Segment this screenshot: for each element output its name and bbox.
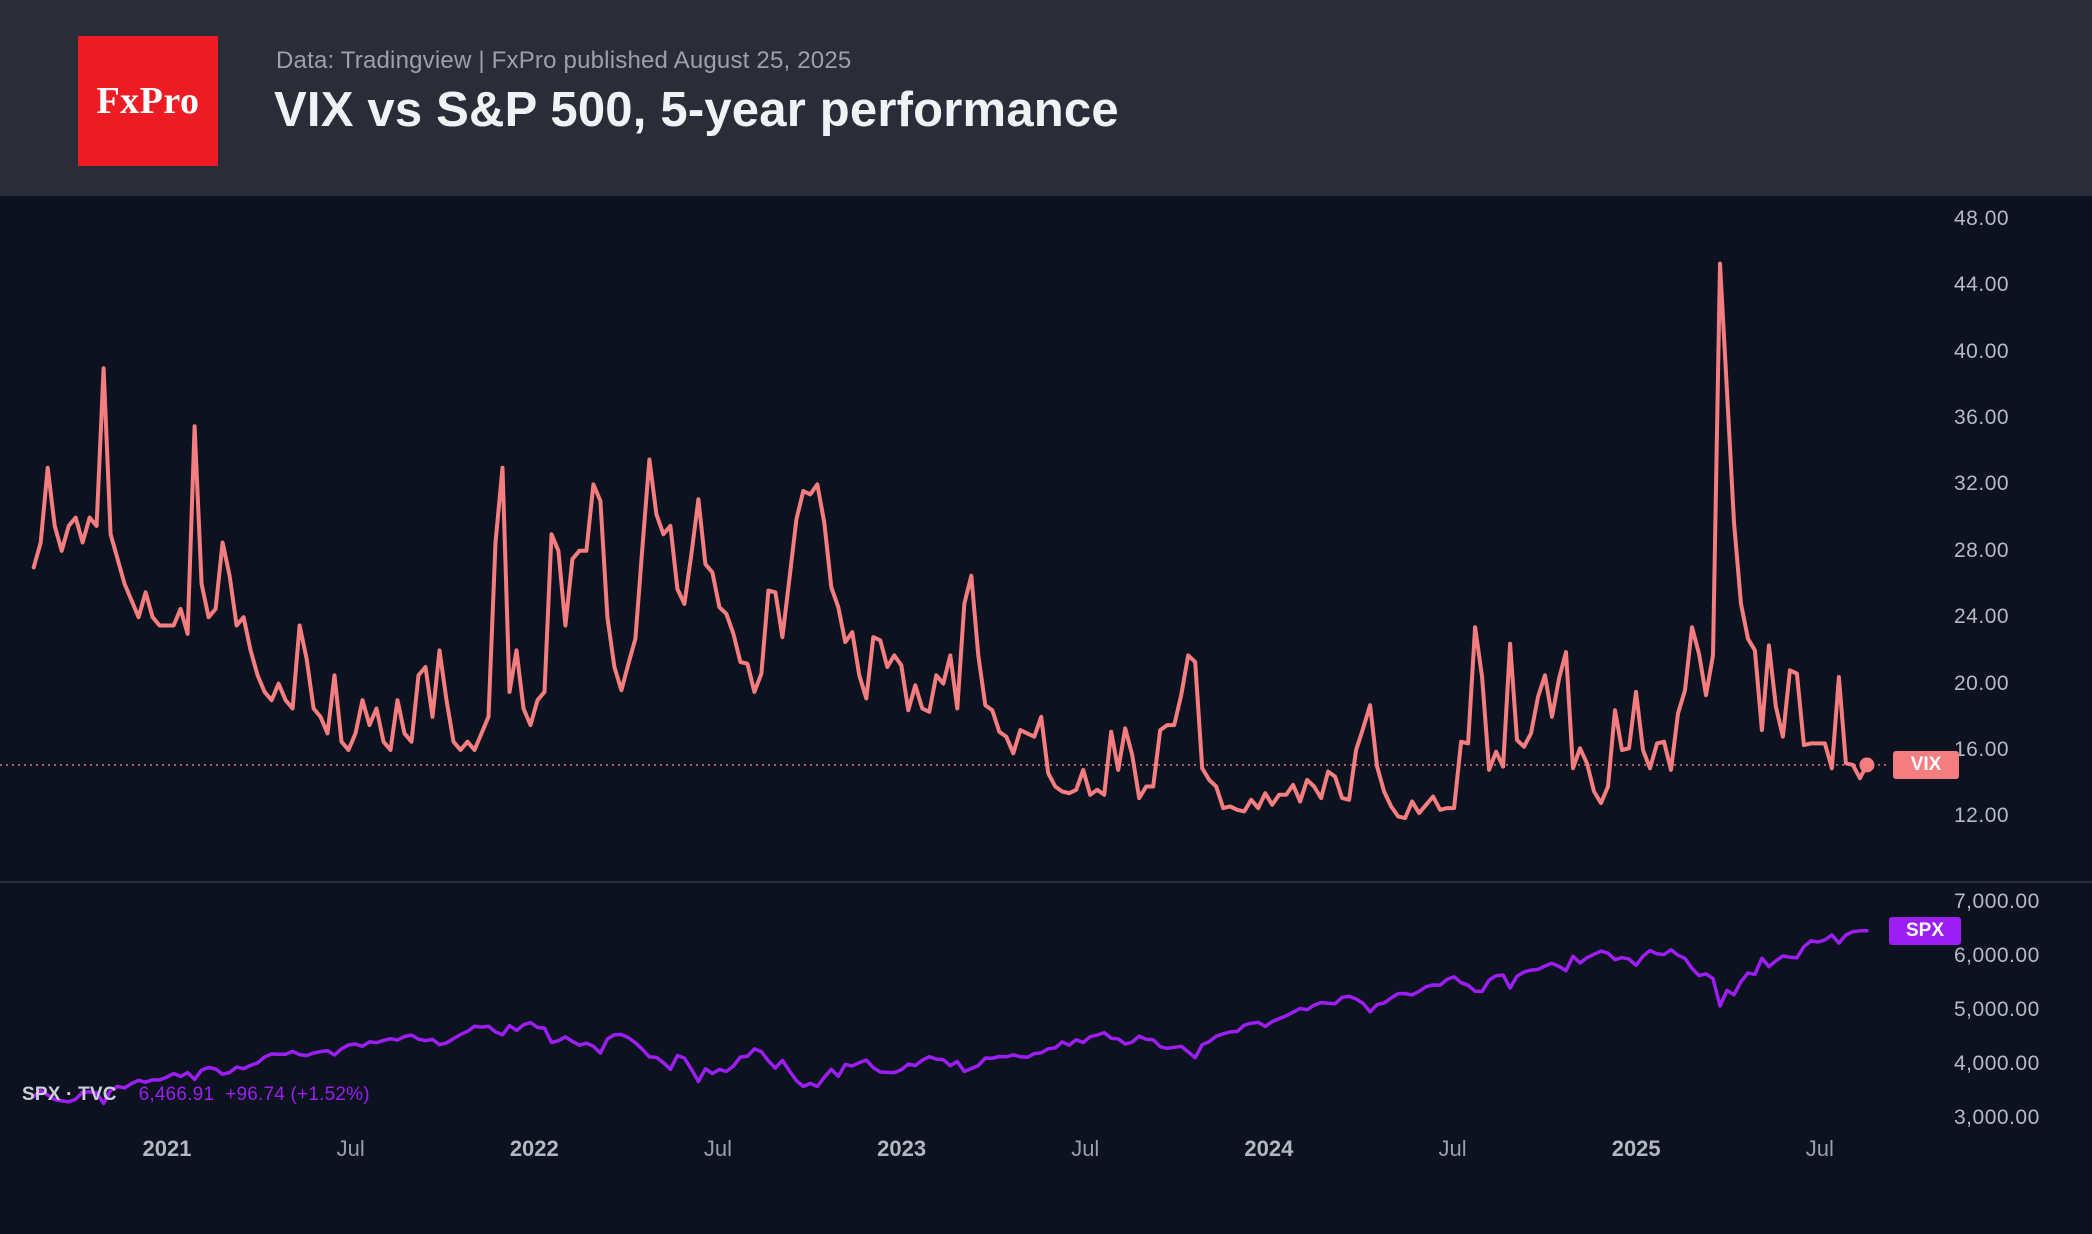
fxpro-logo-text: FxPro xyxy=(96,80,200,122)
price-tick-label: 3,000.00 xyxy=(1954,1106,2040,1129)
chart-source-subtitle: Data: Tradingview | FxPro published Augu… xyxy=(276,47,852,74)
time-tick-label: Jul xyxy=(1805,1136,1834,1161)
price-tick-label: 28.00 xyxy=(1954,538,2010,562)
header: FxPro Data: Tradingview | FxPro publishe… xyxy=(0,0,2092,196)
price-tick-label: 5,000.00 xyxy=(1954,998,2040,1021)
time-tick-label: Jul xyxy=(336,1136,365,1161)
spx-last-price: 6,466.91 xyxy=(138,1084,215,1105)
time-tick-label: Jul xyxy=(1438,1136,1467,1161)
price-tick-label: 7,000.00 xyxy=(1954,890,2040,913)
spx-price-badge: SPX xyxy=(1889,916,1961,945)
chart-canvas[interactable] xyxy=(0,196,2092,1234)
vix-line xyxy=(31,261,1869,821)
price-tick-label: 40.00 xyxy=(1954,339,2010,363)
spx-legend[interactable]: SPX · TVC 6,466.91 +96.74 (+1.52%) xyxy=(22,1084,370,1106)
spx-line xyxy=(31,929,1869,1106)
price-tick-label: 48.00 xyxy=(1954,206,2010,230)
vix-last-point-dot xyxy=(1859,757,1875,773)
price-tick-label: 4,000.00 xyxy=(1954,1052,2040,1075)
spx-symbol-label: SPX · TVC xyxy=(22,1084,117,1105)
price-tick-label: 44.00 xyxy=(1954,273,2010,297)
price-tick-label: 16.00 xyxy=(1954,738,2010,761)
time-tick-label: 2021 xyxy=(142,1136,192,1161)
price-tick-label: 36.00 xyxy=(1954,406,2010,429)
fxpro-logo: FxPro xyxy=(78,36,218,166)
price-tick-label: 20.00 xyxy=(1954,671,2010,695)
time-tick-label: 2025 xyxy=(1611,1136,1661,1161)
price-tick-label: 12.00 xyxy=(1954,804,2010,828)
price-tick-label: 6,000.00 xyxy=(1954,944,2040,967)
time-tick-label: 2022 xyxy=(509,1136,559,1161)
price-tick-label: 24.00 xyxy=(1954,605,2010,629)
time-tick-label: Jul xyxy=(1071,1136,1100,1161)
price-tick-label: 32.00 xyxy=(1954,472,2010,496)
chart-area[interactable]: 48.00 44.00 40.00 36.00 32.00 28.00 24.00 20.00… xyxy=(0,196,2092,1234)
spx-change: +96.74 (+1.52%) xyxy=(225,1084,370,1105)
time-tick-label: 2023 xyxy=(877,1136,927,1161)
time-tick-label: 2024 xyxy=(1244,1136,1294,1161)
vix-price-badge: VIX xyxy=(1893,750,1959,779)
time-tick-label: Jul xyxy=(703,1136,732,1161)
chart-title: VIX vs S&P 500, 5-year performance xyxy=(274,83,1119,137)
